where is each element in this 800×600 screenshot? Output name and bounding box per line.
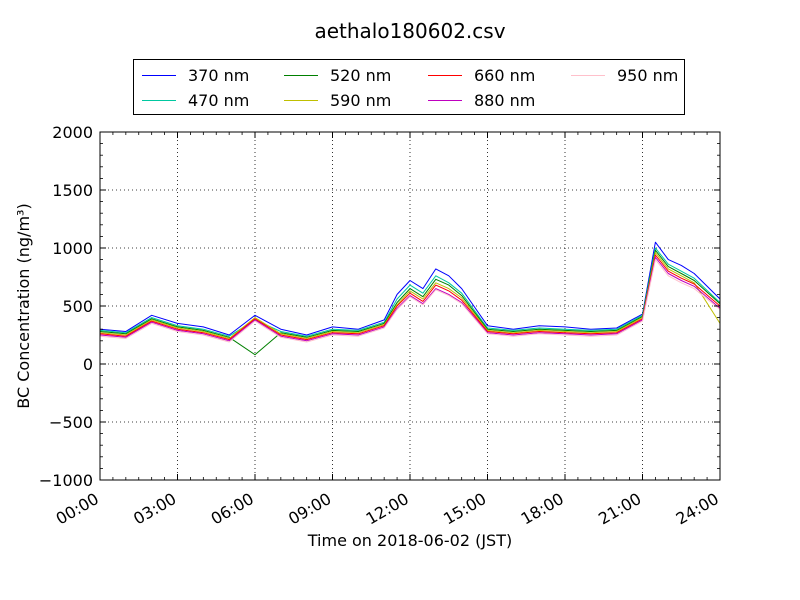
y-tick-label: 1000 <box>52 239 93 258</box>
legend-label: 950 nm <box>617 65 679 85</box>
x-tick-label: 12:00 <box>363 489 412 529</box>
x-tick-label: 00:00 <box>53 489 102 529</box>
x-tick-label: 18:00 <box>518 489 567 529</box>
legend-swatch <box>142 74 176 76</box>
legend-swatch <box>284 99 318 101</box>
y-tick-label: −1000 <box>39 471 93 490</box>
legend-label: 880 nm <box>474 90 536 110</box>
chart-title: aethalo180602.csv <box>314 19 505 43</box>
y-tick-label: 1500 <box>52 181 93 200</box>
legend-swatch <box>142 99 176 101</box>
legend-label: 520 nm <box>330 65 392 85</box>
legend-swatch <box>428 99 462 101</box>
legend-item: 660 nm <box>428 64 535 86</box>
x-tick-label: 09:00 <box>285 489 334 529</box>
legend-item: 370 nm <box>142 64 249 86</box>
legend-item: 520 nm <box>284 64 391 86</box>
plot-frame <box>99 131 721 481</box>
y-tick-label: 500 <box>62 297 93 316</box>
legend-item: 470 nm <box>142 89 249 111</box>
legend-swatch <box>571 74 605 76</box>
y-axis-label: BC Concentration (ng/m³) <box>14 203 33 408</box>
x-tick-label: 21:00 <box>595 489 644 529</box>
legend: 370 nm 470 nm 520 nm 590 nm 660 nm 880 n… <box>133 59 685 115</box>
legend-item: 950 nm <box>571 64 678 86</box>
x-tick-label: 24:00 <box>673 489 722 529</box>
legend-label: 470 nm <box>188 90 250 110</box>
legend-swatch <box>284 74 318 76</box>
x-tick-label: 03:00 <box>130 489 179 529</box>
y-tick-label: 0 <box>83 355 93 374</box>
legend-swatch <box>428 74 462 76</box>
legend-item: 880 nm <box>428 89 535 111</box>
series-line <box>100 249 720 356</box>
legend-label: 660 nm <box>474 65 536 85</box>
grid-lines <box>99 131 721 481</box>
x-axis-label: Time on 2018-06-02 (JST) <box>307 531 512 550</box>
y-tick-label: 2000 <box>52 123 93 142</box>
legend-label: 590 nm <box>330 90 392 110</box>
legend-item: 590 nm <box>284 89 391 111</box>
x-tick-label: 15:00 <box>440 489 489 529</box>
series-lines <box>100 241 720 356</box>
legend-label: 370 nm <box>188 65 250 85</box>
x-tick-label: 06:00 <box>208 489 257 529</box>
y-tick-label: −500 <box>49 413 93 432</box>
series-line <box>100 259 720 343</box>
